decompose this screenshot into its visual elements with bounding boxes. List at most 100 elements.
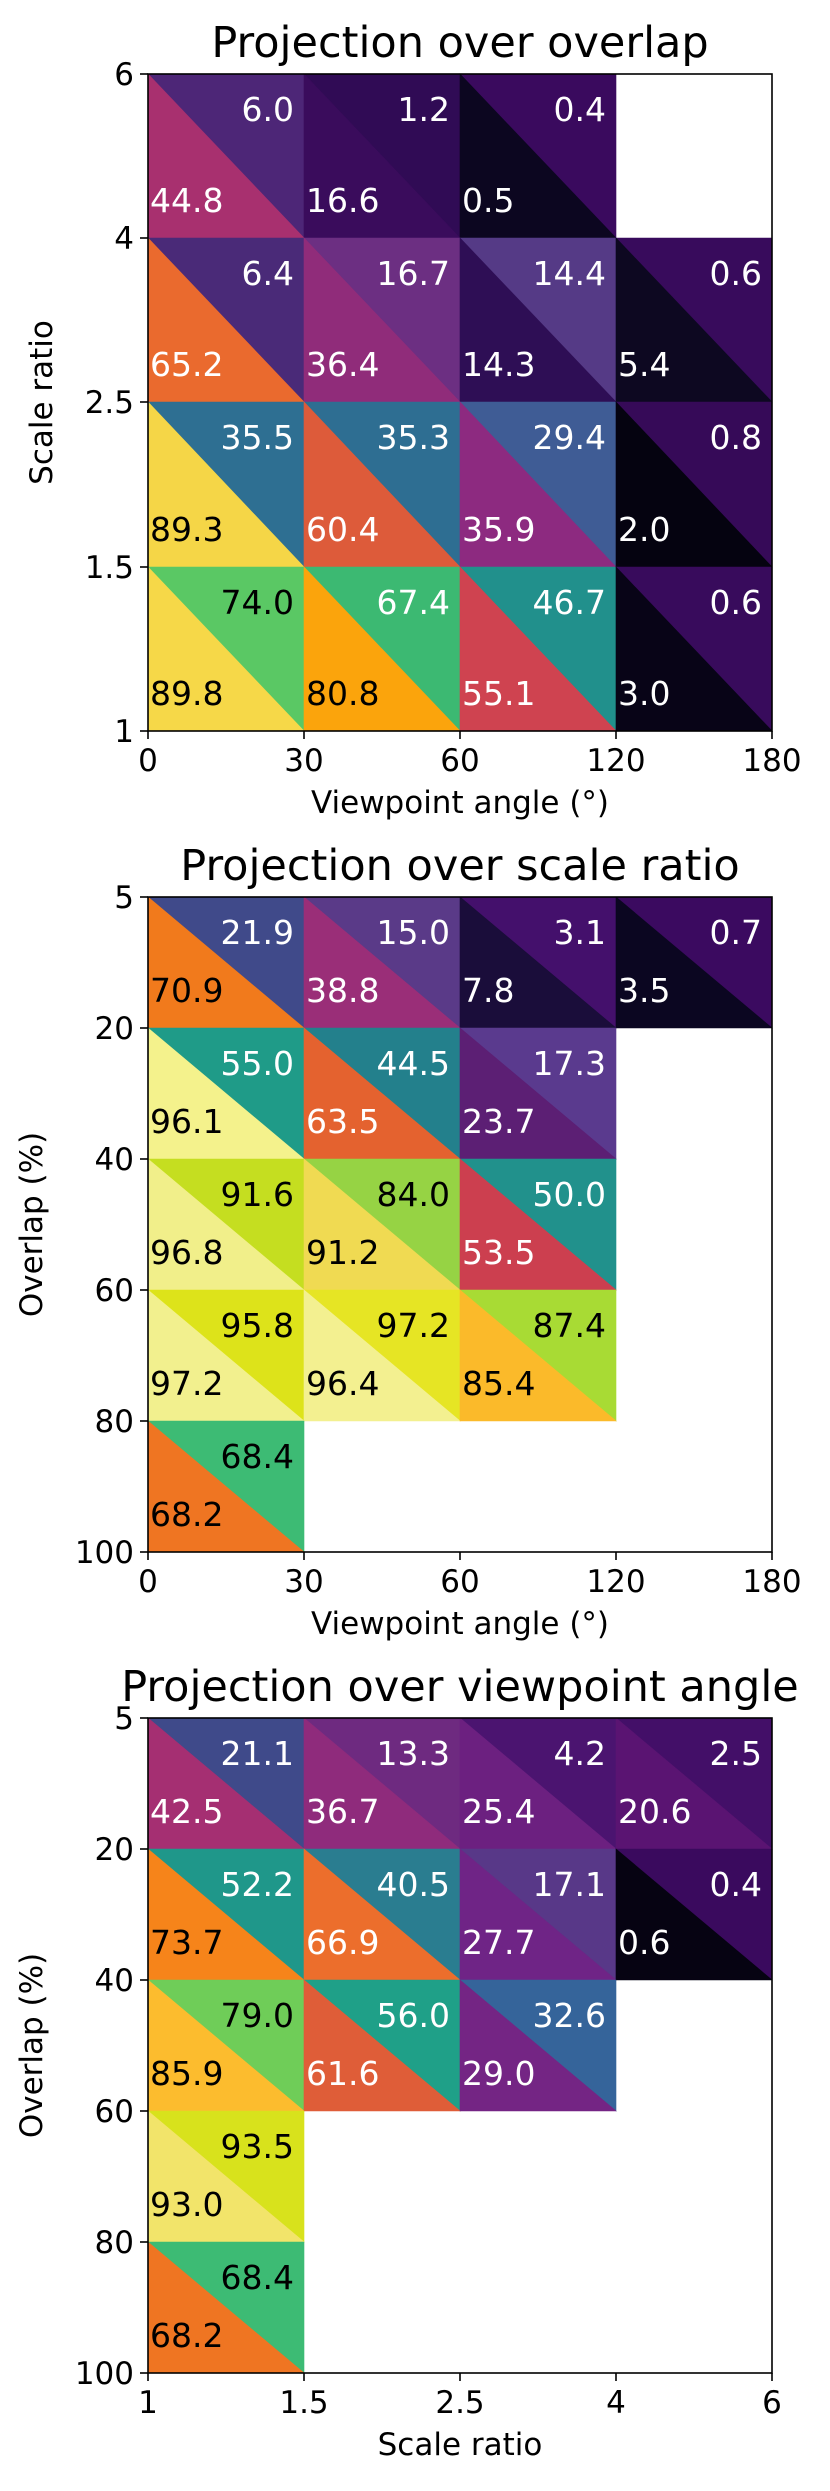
chart-title: Projection over scale ratio <box>180 841 739 891</box>
x-axis-label: Scale ratio <box>378 2427 543 2463</box>
x-tick-label: 1 <box>138 2385 158 2421</box>
heatmap-panel-1: 6.0 44.8 1.2 16.6 0.4 0.5 6.4 65.2 16.7 36.4 14.4 1… <box>24 18 802 821</box>
cell-lower-value-2-12: 85.4 <box>462 1364 535 1403</box>
cell-lower-value-2-2: 7.8 <box>462 971 514 1010</box>
y-tick-label: 80 <box>95 2225 134 2261</box>
cell-lower-value-3-12: 68.2 <box>150 2316 223 2355</box>
x-tick-label: 4 <box>606 2385 626 2421</box>
cell-upper-value-1-3: 6.4 <box>242 254 294 293</box>
cell-upper-value-2-0: 21.9 <box>221 913 294 952</box>
cell-upper-value-2-5: 44.5 <box>377 1044 450 1083</box>
cell-lower-value-3-7: 0.6 <box>618 1923 670 1962</box>
cell-lower-value-2-13: 68.2 <box>150 1495 223 1534</box>
chart-title: Projection over viewpoint angle <box>121 1662 799 1712</box>
cell-upper-value-1-9: 29.4 <box>533 418 606 457</box>
cell-lower-value-3-11: 93.0 <box>150 2185 223 2224</box>
y-tick-label: 5 <box>114 1701 134 1737</box>
cell-lower-value-3-5: 66.9 <box>306 1923 379 1962</box>
cell-lower-value-1-11: 89.8 <box>150 674 223 713</box>
cell-upper-value-3-2: 4.2 <box>554 1734 606 1773</box>
cell-upper-value-1-14: 0.6 <box>710 583 762 622</box>
cell-lower-value-3-3: 20.6 <box>618 1792 691 1831</box>
cell-lower-value-2-11: 96.4 <box>306 1364 379 1403</box>
x-axis-label: Viewpoint angle (°) <box>311 785 609 821</box>
cell-upper-value-2-6: 17.3 <box>533 1044 606 1083</box>
cell-lower-value-2-6: 23.7 <box>462 1102 535 1141</box>
cell-upper-value-2-4: 55.0 <box>221 1044 294 1083</box>
x-axis-label: Viewpoint angle (°) <box>311 1606 609 1642</box>
cell-upper-value-3-7: 0.4 <box>710 1865 762 1904</box>
cell-upper-value-3-1: 13.3 <box>377 1734 450 1773</box>
cell-upper-value-1-12: 67.4 <box>377 583 450 622</box>
cell-upper-value-2-1: 15.0 <box>377 913 450 952</box>
cell-lower-value-3-10: 29.0 <box>462 2054 535 2093</box>
cell-upper-value-1-4: 16.7 <box>377 254 450 293</box>
cell-upper-value-1-13: 46.7 <box>533 583 606 622</box>
cell-lower-value-2-3: 3.5 <box>618 971 670 1010</box>
cell-upper-value-2-11: 97.2 <box>377 1306 450 1345</box>
cell-lower-value-1-5: 14.3 <box>462 345 535 384</box>
cell-lower-value-3-2: 25.4 <box>462 1792 535 1831</box>
cell-upper-value-1-7: 35.5 <box>221 418 294 457</box>
y-axis-label: Scale ratio <box>24 320 60 485</box>
y-tick-label: 4 <box>114 221 134 257</box>
cell-upper-value-1-5: 14.4 <box>533 254 606 293</box>
cell-upper-value-1-2: 0.4 <box>554 90 606 129</box>
cell-upper-value-3-0: 21.1 <box>221 1734 294 1773</box>
x-tick-label: 1.5 <box>279 2385 328 2421</box>
x-tick-label: 6 <box>762 2385 782 2421</box>
cell-lower-value-2-7: 96.8 <box>150 1233 223 1272</box>
x-tick-label: 180 <box>742 1564 801 1600</box>
x-tick-label: 60 <box>440 743 479 779</box>
y-tick-label: 5 <box>114 880 134 916</box>
cell-lower-value-2-1: 38.8 <box>306 971 379 1010</box>
cell-upper-value-2-9: 50.0 <box>533 1175 606 1214</box>
cell-lower-value-1-13: 55.1 <box>462 674 535 713</box>
x-tick-label: 30 <box>284 1564 323 1600</box>
y-tick-label: 100 <box>75 2356 134 2392</box>
cell-upper-value-1-1: 1.2 <box>398 90 450 129</box>
chart-title: Projection over overlap <box>211 18 708 68</box>
cell-lower-value-1-12: 80.8 <box>306 674 379 713</box>
x-tick-label: 0 <box>138 743 158 779</box>
y-tick-label: 2.5 <box>85 385 134 421</box>
y-tick-label: 100 <box>75 1535 134 1571</box>
cell-lower-value-1-4: 36.4 <box>306 345 379 384</box>
cell-lower-value-1-2: 0.5 <box>462 181 514 220</box>
cell-lower-triangle-3-9 <box>303 1979 461 2112</box>
cell-upper-value-1-6: 0.6 <box>710 254 762 293</box>
cell-upper-value-3-9: 56.0 <box>377 1996 450 2035</box>
cell-upper-value-2-10: 95.8 <box>221 1306 294 1345</box>
cell-upper-value-2-2: 3.1 <box>554 913 606 952</box>
cell-lower-value-1-3: 65.2 <box>150 345 223 384</box>
y-tick-label: 1.5 <box>85 550 134 586</box>
heatmap-panel-2: 21.9 70.9 15.0 38.8 3.1 7.8 0.7 3.5 55.0 96.1 44.5… <box>14 841 802 1642</box>
cell-lower-value-2-10: 97.2 <box>150 1364 223 1403</box>
x-tick-label: 60 <box>440 1564 479 1600</box>
cell-upper-value-2-3: 0.7 <box>710 913 762 952</box>
cell-lower-value-1-9: 35.9 <box>462 510 535 549</box>
y-axis-label: Overlap (%) <box>14 1953 50 2138</box>
y-tick-label: 20 <box>95 1011 134 1047</box>
y-tick-label: 60 <box>95 2094 134 2130</box>
cell-lower-value-1-8: 60.4 <box>306 510 379 549</box>
x-tick-label: 2.5 <box>435 2385 484 2421</box>
cell-upper-value-1-10: 0.8 <box>710 418 762 457</box>
cell-lower-value-2-8: 91.2 <box>306 1233 379 1272</box>
cell-upper-value-2-12: 87.4 <box>533 1306 606 1345</box>
cell-upper-value-3-4: 52.2 <box>221 1865 294 1904</box>
cell-lower-value-1-7: 89.3 <box>150 510 223 549</box>
cell-lower-triangle-2-12 <box>459 1289 617 1422</box>
y-tick-label: 20 <box>95 1832 134 1868</box>
y-tick-label: 60 <box>95 1273 134 1309</box>
cell-upper-value-3-11: 93.5 <box>221 2127 294 2166</box>
x-tick-label: 120 <box>586 1564 645 1600</box>
cell-lower-value-3-4: 73.7 <box>150 1923 223 1962</box>
cell-upper-value-3-3: 2.5 <box>710 1734 762 1773</box>
cell-upper-value-3-6: 17.1 <box>533 1865 606 1904</box>
cell-lower-value-3-9: 61.6 <box>306 2054 379 2093</box>
x-tick-label: 120 <box>586 743 645 779</box>
heatmap-panel-3: 21.142.513.336.74.225.42.520.652.273.740… <box>14 1662 799 2463</box>
cell-lower-value-3-1: 36.7 <box>306 1792 379 1831</box>
cell-upper-value-3-10: 32.6 <box>533 1996 606 2035</box>
